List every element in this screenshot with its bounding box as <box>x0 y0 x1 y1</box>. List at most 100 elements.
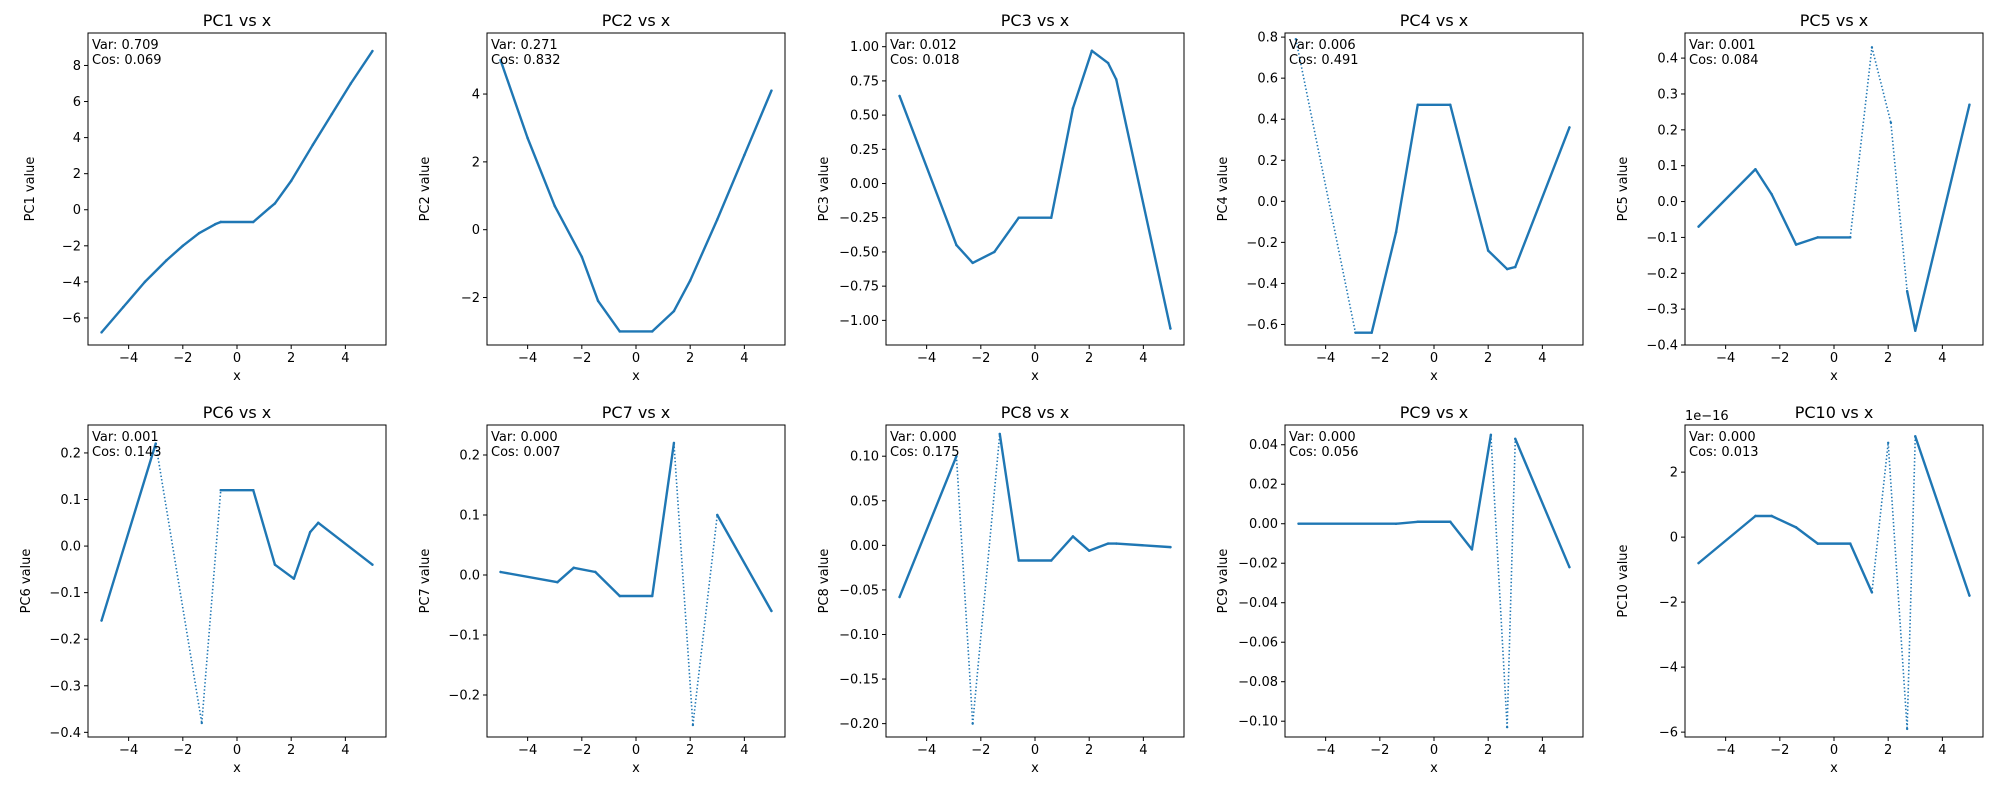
data-point <box>371 49 374 53</box>
y-tick-label: −0.4 <box>1246 277 1278 292</box>
data-point <box>1568 565 1571 569</box>
series-line-segment <box>716 153 746 221</box>
data-point <box>219 488 222 492</box>
series-line-segment <box>143 259 168 284</box>
stats-annotation: Var: 0.012 <box>890 38 957 53</box>
y-tick-label: 4 <box>73 131 81 146</box>
data-point <box>1416 103 1419 107</box>
series-line-segment <box>1505 265 1517 271</box>
series-line-segment <box>1914 435 1971 597</box>
y-tick-label: −2 <box>461 291 480 306</box>
series-line-segment <box>1050 107 1075 219</box>
series-line-segment <box>289 143 315 183</box>
series-line-segment <box>1115 78 1172 330</box>
series-line-segment <box>1470 433 1493 551</box>
data-point <box>1505 725 1509 729</box>
x-tick-label: 0 <box>1430 743 1438 758</box>
chart-panel-6: −4 −2 0 2 4 −0.4 −0.3 −0.2 −0.1 0.0 0.1 0.2 PC6 vs x… <box>19 403 387 776</box>
series-line-segment <box>1794 236 1819 246</box>
data-point <box>349 82 352 85</box>
y-tick-label: 0.04 <box>1249 438 1278 453</box>
y-tick-label: 0.00 <box>850 177 879 192</box>
data-point <box>1017 216 1020 219</box>
series-line-segment <box>1115 542 1172 549</box>
data-point <box>1394 230 1398 234</box>
chart-panel-8: −4 −2 0 2 4 −0.20 −0.15 −0.10 −0.05 0.00 0.05 0.10 P… <box>817 403 1185 776</box>
y-tick-label: 0 <box>73 203 81 218</box>
series-line-segment <box>1394 103 1419 234</box>
x-tick-label: 0 <box>632 351 640 366</box>
data-point <box>691 723 695 727</box>
data-point <box>1514 437 1517 441</box>
x-axis-label: x <box>233 761 241 776</box>
y-tick-label: −0.08 <box>1238 675 1278 690</box>
y-tick-label: 0.05 <box>850 494 879 509</box>
stats-annotation: Var: 0.709 <box>92 38 159 53</box>
series-line-segment <box>1849 542 1874 594</box>
axes-frame <box>885 424 1185 738</box>
data-point <box>971 261 974 265</box>
stats-annotation: Cos: 0.056 <box>1289 445 1359 460</box>
series-line-segment <box>955 243 974 265</box>
x-tick-label: 4 <box>341 743 349 758</box>
y-tick-label: 0.1 <box>1657 159 1678 174</box>
data-point <box>1169 545 1172 549</box>
y-tick-label: −0.10 <box>839 628 879 643</box>
x-tick-label: −2 <box>1370 743 1389 758</box>
x-tick-label: 4 <box>740 743 748 758</box>
data-point <box>716 513 719 517</box>
series-line-segment <box>594 570 621 598</box>
series-line-segment <box>553 204 584 259</box>
data-point <box>1770 514 1773 518</box>
y-tick-label: −0.4 <box>49 726 81 741</box>
data-point <box>330 112 334 116</box>
data-point <box>526 136 529 140</box>
series-line-segment <box>898 94 958 247</box>
data-point <box>1794 243 1798 246</box>
series-line-segment <box>596 299 621 333</box>
data-point <box>594 570 597 574</box>
data-point <box>1568 126 1571 129</box>
axes-frame <box>486 32 786 346</box>
data-point <box>1050 559 1053 562</box>
x-tick-label: 2 <box>1484 351 1492 366</box>
series-line-segment <box>499 58 529 140</box>
axes-frame <box>87 424 387 738</box>
x-tick-label: −2 <box>572 743 591 758</box>
x-tick-label: −4 <box>1316 351 1335 366</box>
data-point <box>200 721 203 725</box>
data-point <box>143 280 147 284</box>
data-point <box>1514 265 1517 269</box>
series-line-segment <box>181 231 201 248</box>
data-point <box>1486 249 1490 252</box>
stats-annotation: Cos: 0.007 <box>491 445 561 460</box>
series-line-segment <box>1295 38 1357 333</box>
y-tick-label: −4 <box>62 275 81 290</box>
data-point <box>1794 526 1798 529</box>
y-tick-label: 0.4 <box>1257 113 1278 128</box>
chart-panel-3: −4 −2 0 2 4 −1.00 −0.75 −0.50 −0.25 0.00 0.25 0.50 0… <box>817 11 1185 384</box>
data-point <box>1169 327 1172 330</box>
series-line-segment <box>672 279 692 313</box>
series-line-segment <box>154 443 203 724</box>
y-axis-label: PC9 value <box>1216 549 1231 614</box>
y-tick-label: −6 <box>62 311 81 326</box>
series-line-segment <box>1071 535 1091 552</box>
y-tick-label: 2 <box>1670 466 1678 481</box>
stats-annotation: Cos: 0.013 <box>1689 445 1759 460</box>
y-tick-label: 0.00 <box>1249 517 1278 532</box>
series-line-segment <box>1905 290 1917 332</box>
y-tick-label: 0.4 <box>1657 52 1678 67</box>
data-point <box>1505 267 1509 271</box>
x-tick-label: −2 <box>971 743 990 758</box>
data-point <box>770 89 773 92</box>
y-tick-label: 0.2 <box>1257 154 1278 169</box>
x-tick-label: −4 <box>1716 351 1735 366</box>
series-line-segment <box>252 488 277 566</box>
data-point <box>268 206 271 210</box>
data-point <box>998 432 1001 436</box>
axes-frame <box>1684 32 1984 346</box>
x-tick-label: 2 <box>686 351 694 366</box>
chart-title: PC7 vs x <box>602 403 670 422</box>
series-line-segment <box>1887 442 1908 729</box>
